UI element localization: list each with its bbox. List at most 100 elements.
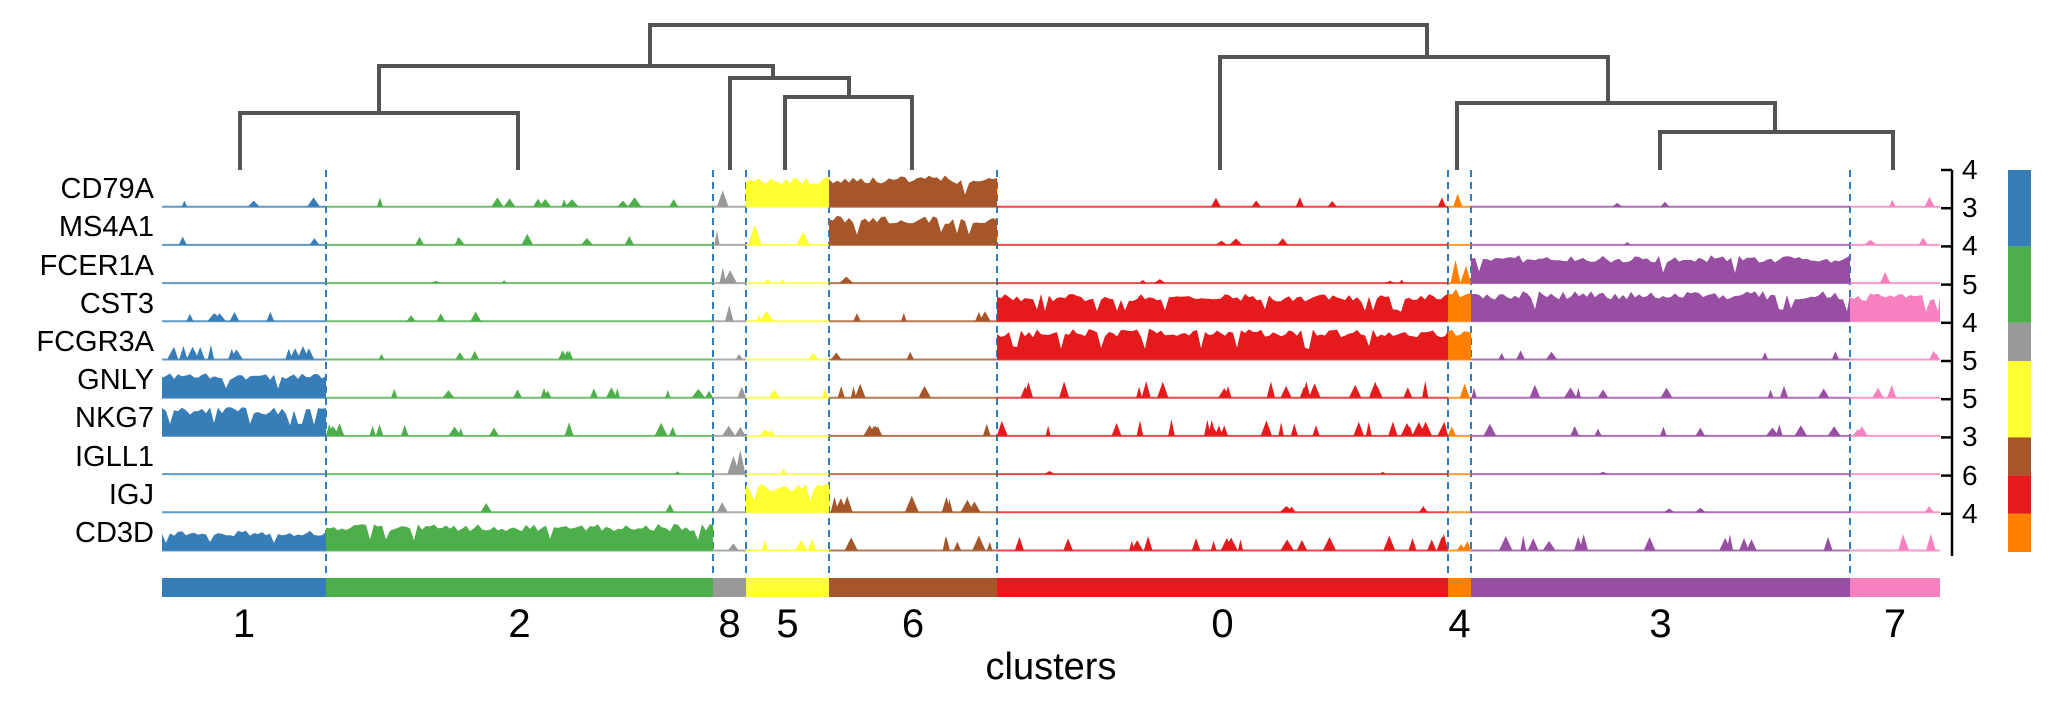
dendrogram-link-2 [238, 111, 520, 170]
track-spikes-MS4A1-cluster-0 [997, 238, 1448, 245]
cluster-label-1: 1 [232, 602, 256, 646]
track-spikes-GNLY-cluster-7 [1850, 385, 1940, 398]
track-fill-GNLY-cluster-1 [162, 373, 326, 398]
track-spikes-CD3D-cluster-3 [1471, 534, 1850, 551]
track-spikes-GNLY-cluster-3 [1471, 384, 1850, 398]
track-spikes-FCER1A-cluster-7 [1850, 272, 1940, 284]
track-fill-CST3-cluster-7 [1850, 293, 1940, 322]
row-colorbar-block-1 [2008, 246, 2031, 323]
x-axis-title: clusters [985, 646, 1117, 688]
dendrogram-link-6 [1455, 101, 1777, 170]
cluster-bar-segment-2 [326, 578, 713, 597]
cluster-bar-segment-3 [1471, 578, 1850, 597]
track-spikes-CST3-cluster-2 [326, 311, 713, 322]
track-spikes-MS4A1-cluster-8 [713, 230, 746, 245]
track-row-NKG7 [162, 407, 1940, 437]
track-row-IGJ [162, 483, 1940, 514]
track-spikes-NKG7-cluster-8 [713, 425, 746, 436]
track-spikes-CST3-cluster-1 [162, 311, 326, 322]
track-row-CST3 [162, 288, 1940, 323]
track-spikes-NKG7-cluster-0 [997, 419, 1448, 436]
row-colorbar [2008, 170, 2031, 552]
track-spikes-FCER1A-cluster-4 [1448, 259, 1471, 284]
track-row-GNLY [162, 373, 1940, 399]
track-spikes-CD3D-cluster-4 [1448, 541, 1471, 551]
value-axis-tick-label-CD3D: 4 [1962, 497, 1978, 529]
value-axis-tick-label-CD79A: 4 [1962, 154, 1978, 185]
track-spikes-GNLY-cluster-2 [326, 387, 713, 398]
track-spikes-FCGR3A-cluster-6 [829, 351, 997, 360]
track-spikes-IGLL1-cluster-8 [713, 449, 746, 475]
track-spikes-GNLY-cluster-8 [713, 386, 746, 398]
track-fill-IGJ-cluster-5 [746, 483, 829, 513]
cluster-bar-segment-1 [162, 578, 326, 597]
track-spikes-GNLY-cluster-0 [997, 381, 1448, 398]
cluster-label-6: 6 [901, 602, 925, 646]
track-fill-CST3-cluster-3 [1471, 291, 1850, 322]
track-spikes-MS4A1-cluster-2 [326, 233, 713, 245]
track-spikes-FCGR3A-cluster-1 [162, 345, 326, 360]
track-row-IGLL1 [162, 449, 1940, 476]
cluster-label-7: 7 [1883, 602, 1907, 646]
value-axis-tick-label-IGJ: 6 [1962, 459, 1978, 491]
track-spikes-MS4A1-cluster-1 [162, 236, 326, 245]
gene-label-FCER1A: FCER1A [39, 249, 154, 282]
track-spikes-GNLY-cluster-5 [746, 388, 829, 398]
track-spikes-GNLY-cluster-4 [1448, 383, 1471, 398]
track-spikes-IGJ-cluster-8 [713, 502, 746, 513]
track-row-FCGR3A [162, 328, 1940, 361]
track-fill-CD79A-cluster-6 [829, 175, 997, 207]
value-axis-tick-label-FCER1A: 4 [1962, 230, 1978, 262]
value-axis-tick-label-GNLY: 5 [1962, 345, 1978, 376]
cluster-bar [162, 578, 1940, 597]
dendrogram-link-5 [1218, 55, 1610, 170]
track-fill-FCER1A-cluster-3 [1471, 255, 1850, 284]
dendrogram [238, 23, 1895, 170]
row-colorbar-block-6 [2008, 513, 2031, 552]
row-colorbar-block-3 [2008, 361, 2031, 438]
track-spikes-CD3D-cluster-7 [1850, 533, 1940, 551]
track-spikes-CST3-cluster-8 [713, 305, 746, 322]
track-fill-CD79A-cluster-5 [746, 177, 829, 207]
cluster-label-2: 2 [508, 602, 531, 646]
dendrogram-link-7 [1658, 130, 1895, 170]
track-fill-CD3D-cluster-2 [326, 523, 713, 551]
dendrogram-link-0 [648, 23, 1429, 66]
track-row-CD79A [162, 175, 1940, 208]
track-spikes-CD3D-cluster-5 [746, 538, 829, 551]
track-row-FCER1A [162, 255, 1940, 285]
gene-label-CD79A: CD79A [60, 173, 155, 206]
gene-label-FCGR3A: FCGR3A [36, 325, 154, 358]
track-spikes-MS4A1-cluster-7 [1850, 237, 1940, 245]
track-spikes-FCGR3A-cluster-8 [713, 354, 746, 360]
value-axis [1941, 168, 1954, 556]
track-spikes-CD3D-cluster-6 [829, 535, 997, 551]
track-fill-FCGR3A-cluster-0 [997, 328, 1448, 360]
dendrogram-link-3 [728, 76, 851, 170]
track-fill-FCGR3A-cluster-4 [1448, 329, 1471, 360]
track-spikes-NKG7-cluster-3 [1471, 423, 1850, 436]
track-spikes-NKG7-cluster-5 [746, 429, 829, 436]
cluster-bar-segment-5 [746, 578, 829, 597]
gene-label-CST3: CST3 [79, 287, 154, 320]
value-axis-tick-label-CST3: 5 [1962, 268, 1978, 300]
track-spikes-CD79A-cluster-8 [713, 190, 746, 207]
track-spikes-FCGR3A-cluster-7 [1850, 350, 1940, 360]
track-fill-NKG7-cluster-1 [162, 407, 326, 436]
track-spikes-CD3D-cluster-8 [713, 543, 746, 551]
cluster-bar-segment-7 [1850, 578, 1940, 597]
cluster-bar-segment-8 [713, 578, 746, 597]
track-spikes-CST3-cluster-5 [746, 311, 829, 322]
track-fill-CD3D-cluster-1 [162, 530, 326, 551]
track-fill-CST3-cluster-4 [1448, 288, 1471, 322]
dendrogram-link-1 [377, 64, 775, 113]
track-spikes-CD79A-cluster-0 [997, 197, 1448, 207]
gene-label-MS4A1: MS4A1 [58, 211, 154, 244]
track-fill-MS4A1-cluster-6 [829, 215, 997, 245]
cluster-bar-segment-6 [829, 578, 997, 597]
track-spikes-CD79A-cluster-4 [1448, 193, 1471, 207]
row-colorbar-block-4 [2008, 437, 2031, 476]
cluster-label-8: 8 [718, 602, 741, 646]
